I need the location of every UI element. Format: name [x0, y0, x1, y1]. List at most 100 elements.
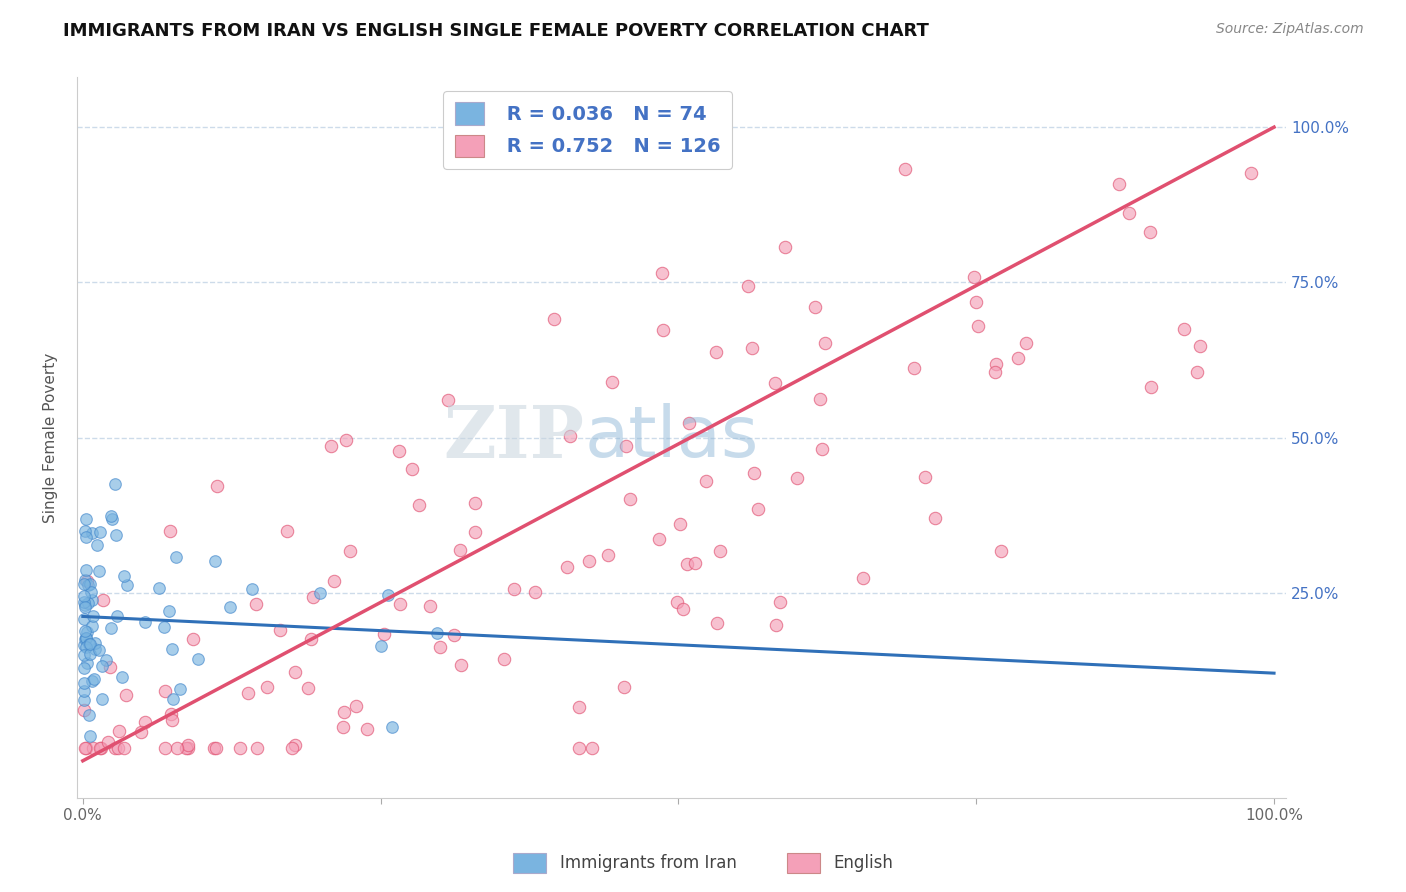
- Point: [1173, 322, 1195, 336]
- Point: [153, 620, 176, 634]
- Point: [678, 416, 700, 430]
- Point: [77, 578, 100, 592]
- Point: [73, 589, 96, 603]
- Point: [568, 699, 591, 714]
- Point: [80, 619, 103, 633]
- Point: [73, 524, 96, 538]
- Point: [339, 544, 361, 558]
- Point: [775, 240, 797, 254]
- Point: [97, 734, 120, 748]
- Point: [813, 336, 835, 351]
- Point: [429, 640, 451, 655]
- Point: [75, 632, 97, 647]
- Point: [810, 442, 832, 456]
- Point: [523, 584, 546, 599]
- Point: [79, 729, 101, 743]
- Point: [73, 693, 96, 707]
- Point: [165, 549, 187, 564]
- Point: [401, 462, 423, 476]
- Point: [967, 318, 990, 333]
- Point: [82, 608, 104, 623]
- Point: [370, 639, 392, 653]
- Point: [108, 724, 131, 739]
- Point: [107, 741, 129, 756]
- Point: [1185, 365, 1208, 379]
- Point: [737, 278, 759, 293]
- Point: [965, 295, 987, 310]
- Point: [914, 470, 936, 484]
- Point: [91, 658, 114, 673]
- Point: [1188, 339, 1211, 353]
- Point: [75, 631, 97, 645]
- Point: [83, 673, 105, 687]
- Point: [159, 524, 181, 538]
- Point: [160, 713, 183, 727]
- Point: [86, 538, 108, 552]
- Point: [73, 684, 96, 698]
- Point: [408, 498, 430, 512]
- Point: [747, 501, 769, 516]
- Point: [450, 658, 472, 673]
- Legend: Immigrants from Iran, English: Immigrants from Iran, English: [506, 847, 900, 880]
- Point: [73, 599, 96, 613]
- Point: [104, 741, 127, 756]
- Point: [82, 741, 104, 756]
- Point: [765, 618, 787, 632]
- Point: [98, 659, 121, 673]
- Point: [1139, 225, 1161, 239]
- Point: [281, 741, 304, 756]
- Point: [205, 741, 228, 756]
- Point: [706, 616, 728, 631]
- Point: [568, 741, 591, 756]
- Point: [229, 741, 252, 756]
- Point: [94, 653, 117, 667]
- Point: [177, 738, 200, 752]
- Point: [73, 595, 96, 609]
- Point: [614, 439, 637, 453]
- Point: [87, 642, 110, 657]
- Point: [75, 512, 97, 526]
- Point: [323, 574, 346, 588]
- Point: [443, 628, 465, 642]
- Point: [187, 652, 209, 666]
- Point: [79, 708, 101, 723]
- Point: [114, 568, 136, 582]
- Point: [276, 524, 298, 538]
- Point: [75, 530, 97, 544]
- Point: [652, 323, 675, 337]
- Point: [695, 474, 717, 488]
- Point: [79, 577, 101, 591]
- Point: [297, 681, 319, 695]
- Point: [77, 637, 100, 651]
- Point: [619, 491, 641, 506]
- Point: [309, 586, 332, 600]
- Point: [983, 365, 1005, 379]
- Point: [80, 592, 103, 607]
- Point: [131, 725, 153, 739]
- Point: [1140, 380, 1163, 394]
- Point: [600, 376, 623, 390]
- Point: [648, 532, 671, 546]
- Point: [84, 642, 107, 657]
- Point: [177, 741, 200, 756]
- Point: [73, 574, 96, 588]
- Point: [134, 714, 156, 729]
- Point: [986, 357, 1008, 371]
- Point: [284, 665, 307, 679]
- Point: [83, 636, 105, 650]
- Point: [284, 738, 307, 752]
- Point: [104, 477, 127, 491]
- Point: [75, 631, 97, 645]
- Point: [89, 524, 111, 539]
- Point: [157, 604, 180, 618]
- Point: [373, 627, 395, 641]
- Point: [786, 471, 808, 485]
- Point: [75, 741, 97, 756]
- Point: [1014, 336, 1036, 351]
- Point: [381, 720, 404, 734]
- Point: [335, 433, 357, 447]
- Point: [73, 661, 96, 675]
- Point: [73, 624, 96, 638]
- Point: [672, 602, 695, 616]
- Point: [494, 652, 516, 666]
